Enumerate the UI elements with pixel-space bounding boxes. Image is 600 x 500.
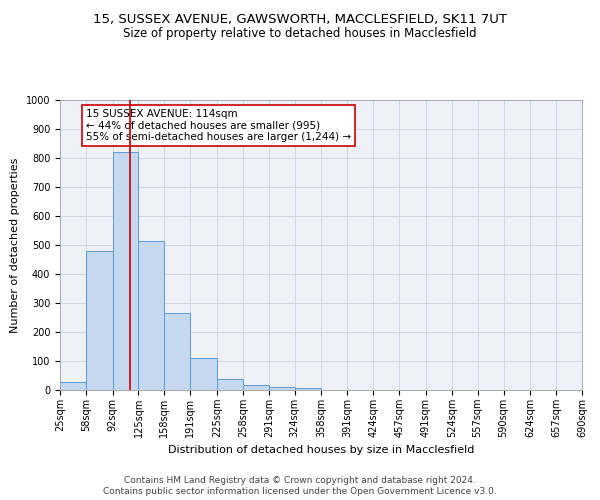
Bar (190, 358, 217, 390)
Y-axis label: Number of detached properties: Number of detached properties (10, 158, 20, 332)
Bar (86, 251, 113, 390)
Text: Size of property relative to detached houses in Macclesfield: Size of property relative to detached ho… (123, 28, 477, 40)
Text: 15 SUSSEX AVENUE: 114sqm
← 44% of detached houses are smaller (995)
55% of semi-: 15 SUSSEX AVENUE: 114sqm ← 44% of detach… (86, 108, 351, 142)
Bar (60, 382, 86, 390)
Bar (113, 152, 139, 390)
Bar (243, 385, 269, 390)
X-axis label: Distribution of detached houses by size in Macclesfield: Distribution of detached houses by size … (168, 446, 474, 456)
Text: Contains HM Land Registry data © Crown copyright and database right 2024.: Contains HM Land Registry data © Crown c… (124, 476, 476, 485)
Bar (164, 313, 190, 390)
Text: Contains public sector information licensed under the Open Government Licence v3: Contains public sector information licen… (103, 487, 497, 496)
Text: 15, SUSSEX AVENUE, GAWSWORTH, MACCLESFIELD, SK11 7UT: 15, SUSSEX AVENUE, GAWSWORTH, MACCLESFIE… (93, 12, 507, 26)
Bar (295, 388, 322, 390)
Bar (217, 380, 243, 390)
Bar (269, 386, 295, 390)
Bar (139, 240, 164, 390)
